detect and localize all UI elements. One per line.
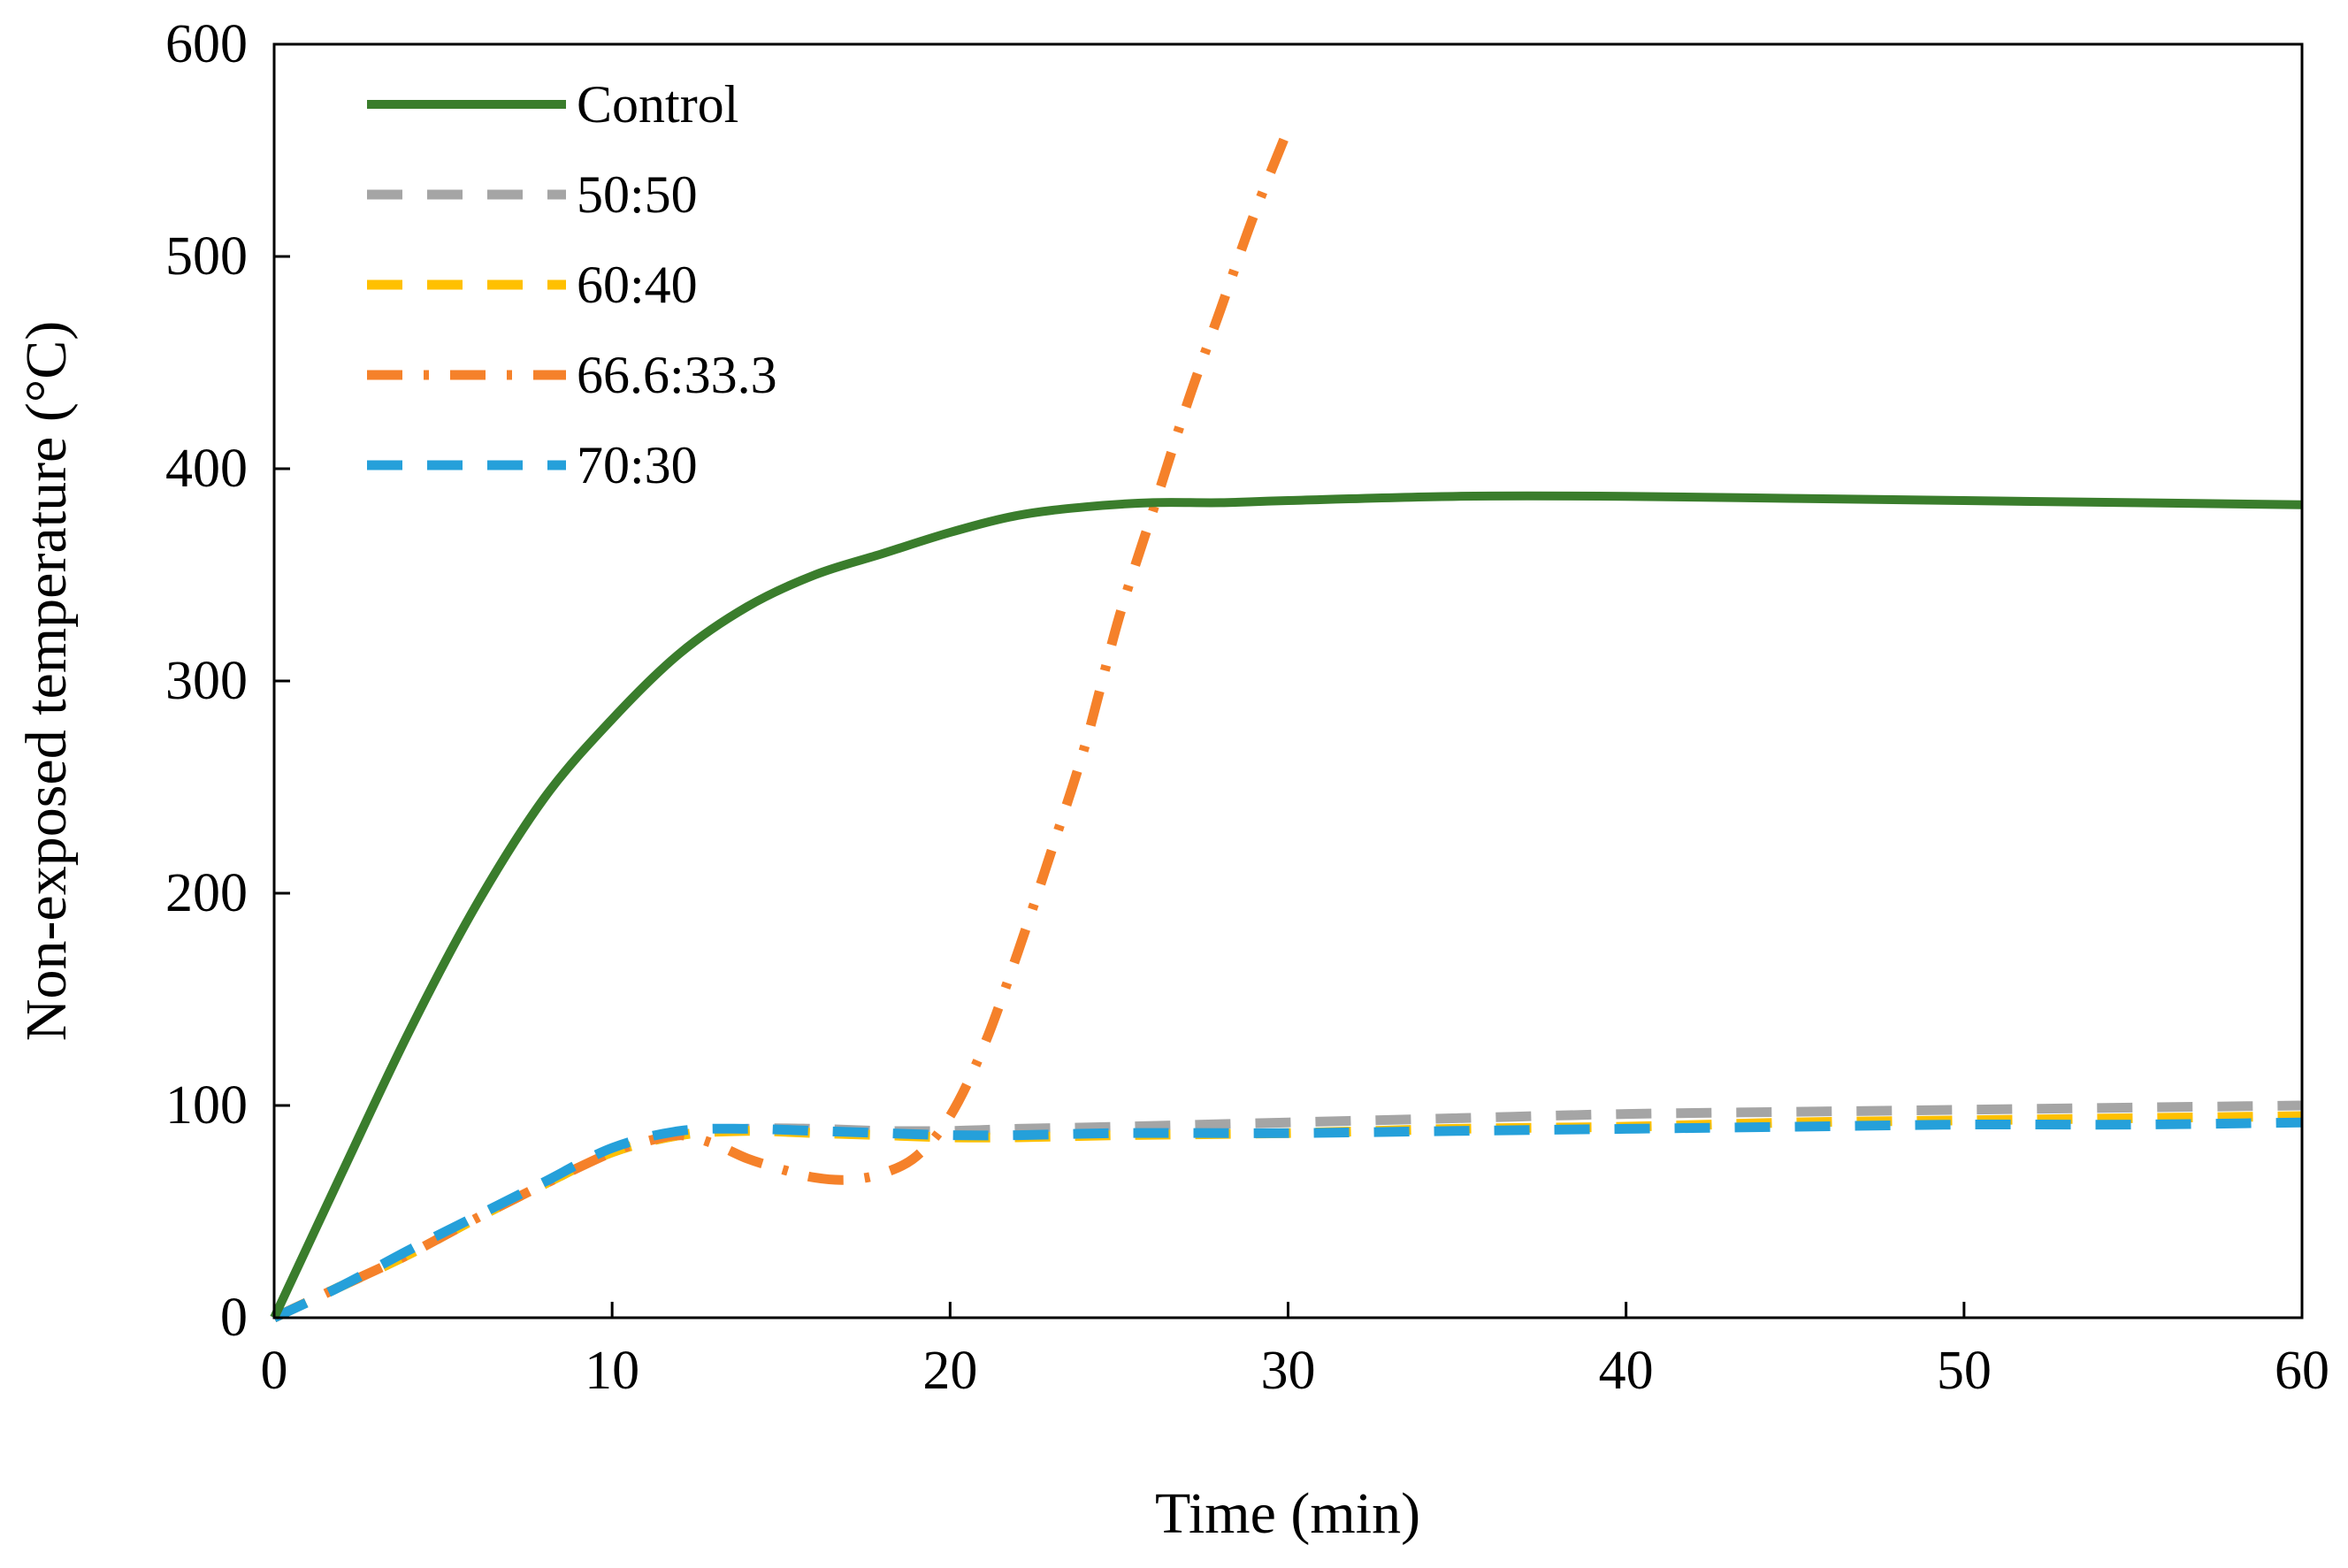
legend-label-50-50: 50:50 (577, 165, 698, 224)
y-tick-label: 500 (165, 226, 248, 287)
x-tick-label: 0 (261, 1341, 288, 1401)
x-tick-label: 50 (1937, 1341, 1992, 1401)
x-tick-label: 40 (1599, 1341, 1654, 1401)
legend: Control 50:50 60:40 66.6:33.3 70:30 (367, 75, 777, 494)
legend-label-control: Control (577, 75, 738, 134)
x-tick-label: 20 (922, 1341, 977, 1401)
series-line-66-6-33-3 (272, 126, 1293, 1322)
y-tick-label: 300 (165, 651, 248, 711)
y-tick-label: 100 (165, 1075, 248, 1136)
x-tick-label: 10 (585, 1341, 639, 1401)
legend-label-70-30: 70:30 (577, 436, 698, 494)
series-line-control (270, 491, 2303, 1320)
legend-label-60-40: 60:40 (577, 256, 698, 314)
y-tick-label: 200 (165, 863, 248, 923)
series-line-70-30 (272, 1117, 2303, 1322)
y-axis-title: Non-exposed temperature (°C) (14, 321, 79, 1041)
x-tick-label: 30 (1261, 1341, 1316, 1401)
y-tick-label: 400 (165, 439, 248, 499)
series-layer (270, 126, 2303, 1322)
x-tick-label: 60 (2275, 1341, 2329, 1401)
y-tick-label: 600 (165, 14, 248, 74)
legend-label-66-6-33-3: 66.6:33.3 (577, 346, 777, 404)
x-axis-title: Time (min) (1155, 1481, 1420, 1546)
y-tick-label: 0 (220, 1288, 248, 1348)
